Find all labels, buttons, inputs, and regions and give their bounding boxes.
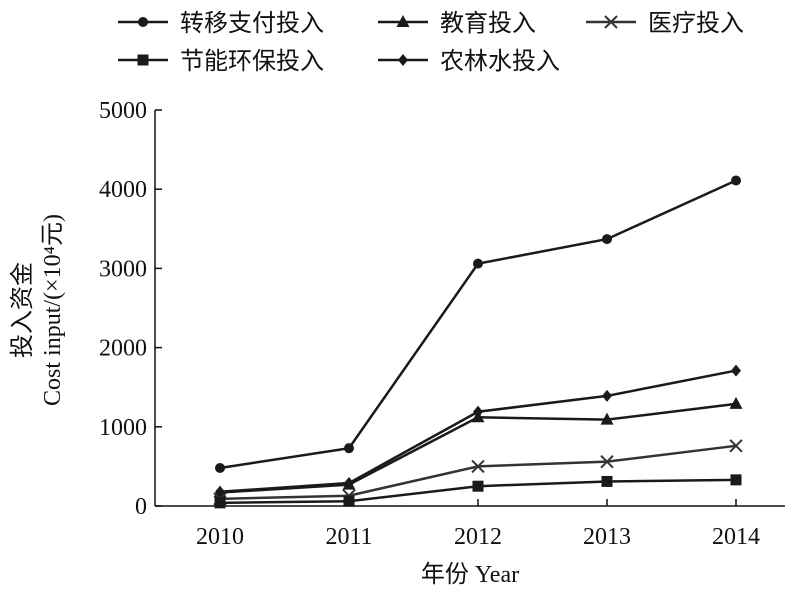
x-tick-label: 2012 <box>454 524 502 550</box>
data-point <box>729 439 743 453</box>
data-point <box>215 485 225 498</box>
legend-item: 节能环保投入 <box>118 48 324 75</box>
series-layer <box>213 175 743 509</box>
data-point <box>473 405 483 418</box>
series-1 <box>215 175 741 473</box>
series-5 <box>215 364 741 498</box>
data-point <box>214 497 226 509</box>
legend-label: 农林水投入 <box>440 48 560 75</box>
data-point <box>343 495 355 507</box>
legend-marker <box>137 54 149 66</box>
data-point <box>729 396 743 409</box>
x-tick-label: 2010 <box>196 524 244 550</box>
data-point <box>602 389 612 402</box>
y-tick-label: 0 <box>135 494 147 520</box>
legend-marker <box>138 17 148 27</box>
legend-item: 农林水投入 <box>378 48 560 75</box>
x-tick-label: 2014 <box>712 524 760 550</box>
legend-item: 转移支付投入 <box>118 10 324 37</box>
y-axis-title: 投入资金 Cost input/(×10⁴元) <box>9 214 66 406</box>
y-axis-title-line-1: 投入资金 <box>9 262 36 358</box>
data-point <box>344 477 354 490</box>
series-line <box>219 179 737 470</box>
legend-marker <box>604 15 618 29</box>
legend-item: 医疗投入 <box>586 10 744 37</box>
legend-label: 节能环保投入 <box>180 48 324 75</box>
series-line <box>219 369 737 493</box>
legend-label: 医疗投入 <box>648 10 744 37</box>
y-axis-title-line-2: Cost input/(×10⁴元) <box>40 214 66 406</box>
data-point <box>601 475 613 487</box>
data-point <box>471 459 485 474</box>
legend-label: 教育投入 <box>440 10 536 37</box>
series-3 <box>213 439 743 506</box>
x-tick-label: 2013 <box>583 524 631 550</box>
data-point <box>731 175 741 186</box>
data-point <box>600 412 614 425</box>
legend-item: 教育投入 <box>378 10 536 37</box>
legend-marker <box>396 15 410 27</box>
y-tick-label: 4000 <box>99 177 147 203</box>
data-point <box>600 454 614 469</box>
y-tick-label: 1000 <box>99 415 147 441</box>
y-tick-label: 5000 <box>99 98 147 124</box>
series-4 <box>214 474 742 509</box>
data-point <box>731 364 741 377</box>
y-tick-label: 3000 <box>99 256 147 282</box>
data-point <box>730 474 742 486</box>
x-axis-title: 年份 Year <box>421 561 519 588</box>
data-point <box>473 258 483 269</box>
data-point <box>602 234 612 245</box>
legend-label: 转移支付投入 <box>180 10 324 37</box>
x-tick-label: 2011 <box>325 524 372 550</box>
axes: 0 1000 2000 3000 4000 5000 2010 2011 2012 2013 201… <box>99 98 785 550</box>
legend-marker <box>398 54 408 66</box>
data-point <box>215 462 225 473</box>
data-point <box>344 443 354 454</box>
y-tick-label: 2000 <box>99 336 147 362</box>
data-point <box>472 480 484 492</box>
